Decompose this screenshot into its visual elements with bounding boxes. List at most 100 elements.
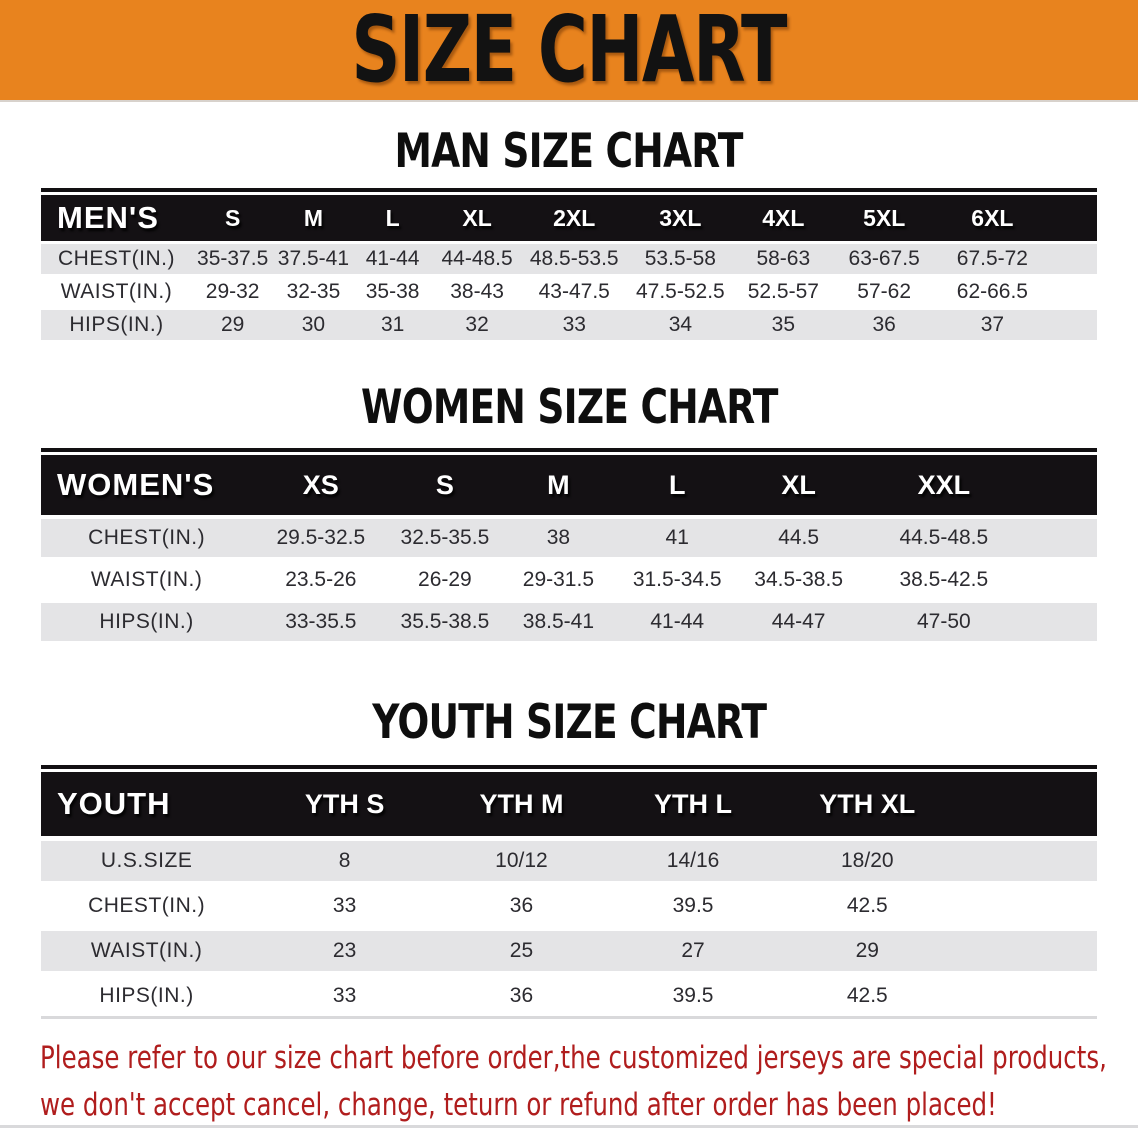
size-value: 41-44 (650, 610, 705, 633)
men-table-row: WAIST(IN.) 29-32 32-35 35-38 38-43 43-47.5 47.… (41, 277, 1097, 307)
size-value: 10/12 (495, 849, 548, 872)
size-value: 33 (332, 984, 357, 1007)
size-value: 34 (668, 313, 693, 336)
youth-heading: YOUTH SIZE CHART (0, 697, 1138, 749)
size-value: 57-62 (857, 280, 912, 303)
youth-table-row: WAIST(IN.) 23 25 27 29 (41, 931, 1097, 971)
row-label: U.S.SIZE (100, 849, 193, 872)
row-label: WAIST(IN.) (90, 939, 203, 962)
women-size-column-header: XXL (917, 469, 971, 500)
men-size-column-header: S (224, 204, 241, 231)
size-value: 41-44 (365, 247, 420, 270)
size-value: 29-31.5 (522, 568, 595, 591)
size-value: 23 (332, 939, 357, 962)
size-value: 30 (301, 313, 326, 336)
size-value: 33 (562, 313, 586, 336)
size-value: 43-47.5 (538, 280, 610, 303)
footer-note: Please refer to our size chart before or… (40, 1035, 1138, 1129)
women-size-column-header: M (547, 469, 570, 500)
size-value: 37.5-41 (277, 247, 350, 270)
size-value: 29 (220, 313, 245, 336)
size-value: 62-66.5 (956, 280, 1028, 303)
charts-container: MAN SIZE CHART MEN'S S M L XL 2XL 3XL 4XL 5XL 6XL C… (0, 126, 1138, 1019)
women-table-row: WAIST(IN.) 23.5-26 26-29 29-31.5 31.5-34.5 34… (41, 561, 1097, 599)
size-value: 38 (546, 526, 571, 549)
size-value: 42.5 (846, 894, 888, 917)
note-line-1-wrap: Please refer to our size chart before or… (40, 1035, 1138, 1082)
size-value: 47.5-52.5 (635, 280, 725, 303)
men-heading-text: MAN SIZE CHART (394, 124, 744, 179)
size-value: 44-47 (771, 610, 826, 633)
youth-table: YOUTH YTH S YTH M YTH L YTH XL U.S.SIZE 8 10/12… (41, 765, 1097, 1019)
size-value: 36 (872, 313, 896, 336)
size-value: 44.5 (778, 526, 820, 549)
youth-heading-text: YOUTH SIZE CHART (372, 695, 767, 750)
banner: SIZE CHART (0, 0, 1138, 102)
size-value: 32.5-35.5 (400, 526, 490, 549)
section-women-size-chart: WOMEN SIZE CHART WOMEN'S XS S M L XL XXL CHEST(I… (0, 382, 1138, 641)
row-label: WAIST(IN.) (90, 568, 203, 591)
size-value: 23.5-26 (285, 568, 357, 591)
note-line-2-wrap: we don't accept cancel, change, teturn o… (40, 1082, 1138, 1129)
size-value: 18/20 (841, 849, 894, 872)
youth-table-header: YOUTH YTH S YTH M YTH L YTH XL (41, 772, 1097, 836)
banner-title: SIZE CHART (351, 0, 788, 103)
size-value: 58-63 (756, 247, 811, 270)
size-value: 35-37.5 (197, 247, 269, 270)
men-table-row: CHEST(IN.) 35-37.5 37.5-41 41-44 44-48.5 48.5… (41, 244, 1097, 274)
women-table-header: WOMEN'S XS S M L XL XXL (41, 455, 1097, 515)
men-size-column-header: L (385, 204, 400, 231)
size-value: 38-43 (450, 280, 504, 303)
size-value: 8 (338, 849, 351, 872)
youth-size-column-header: YTH M (479, 788, 564, 819)
row-label: WAIST(IN.) (60, 280, 173, 303)
youth-table-title: YOUTH (57, 786, 171, 821)
size-value: 63-67.5 (848, 247, 920, 270)
size-value: 35.5-38.5 (400, 610, 490, 633)
men-size-column-header: 4XL (762, 204, 805, 231)
women-heading-text: WOMEN SIZE CHART (360, 380, 778, 435)
size-value: 32-35 (286, 280, 341, 303)
size-value: 37 (980, 313, 1005, 336)
size-value: 25 (509, 939, 534, 962)
size-value: 38.5-41 (522, 610, 595, 633)
women-table-row: CHEST(IN.) 29.5-32.5 32.5-35.5 38 41 44.5 44.5… (41, 519, 1097, 557)
men-size-column-header: XL (462, 204, 492, 231)
size-value: 44-48.5 (441, 247, 513, 270)
size-value: 27 (681, 939, 705, 962)
youth-table-row: HIPS(IN.) 33 36 39.5 42.5 (41, 976, 1097, 1016)
row-label: CHEST(IN.) (58, 247, 175, 270)
women-table-title: WOMEN'S (57, 467, 215, 502)
size-value: 29.5-32.5 (276, 526, 366, 549)
row-label: HIPS(IN.) (99, 984, 194, 1007)
youth-table-row: CHEST(IN.) 33 36 39.5 42.5 (41, 886, 1097, 926)
men-size-column-header: 2XL (553, 204, 596, 231)
men-table-row: HIPS(IN.) 29 30 31 32 33 34 35 36 37 (41, 310, 1097, 340)
men-table: MEN'S S M L XL 2XL 3XL 4XL 5XL 6XL CHEST(IN.) 35-37… (41, 188, 1097, 340)
women-size-column-header: XS (302, 469, 339, 500)
size-value: 34.5-38.5 (754, 568, 844, 591)
size-value: 36 (509, 984, 534, 1007)
size-value: 39.5 (672, 984, 714, 1007)
row-label: CHEST(IN.) (88, 526, 206, 549)
size-value: 35 (771, 313, 795, 336)
size-value: 33-35.5 (285, 610, 357, 633)
men-size-column-header: 5XL (863, 204, 906, 231)
size-value: 52.5-57 (747, 280, 819, 303)
size-value: 48.5-53.5 (529, 247, 619, 270)
bottom-divider (0, 1125, 1138, 1128)
size-value: 42.5 (846, 984, 888, 1007)
section-men-size-chart: MAN SIZE CHART MEN'S S M L XL 2XL 3XL 4XL 5XL 6XL C… (0, 126, 1138, 340)
youth-size-column-header: YTH L (654, 788, 733, 819)
size-value: 14/16 (666, 849, 720, 872)
size-value: 29 (855, 939, 879, 962)
row-label: CHEST(IN.) (88, 894, 206, 917)
size-value: 36 (509, 894, 534, 917)
women-table-row: HIPS(IN.) 33-35.5 35.5-38.5 38.5-41 41-44 44-… (41, 603, 1097, 641)
size-value: 41 (665, 526, 689, 549)
note-line-1: Please refer to our size chart before or… (40, 1040, 1107, 1076)
youth-size-column-header: YTH XL (819, 788, 916, 819)
men-size-column-header: 3XL (659, 204, 702, 231)
size-value: 39.5 (672, 894, 714, 917)
